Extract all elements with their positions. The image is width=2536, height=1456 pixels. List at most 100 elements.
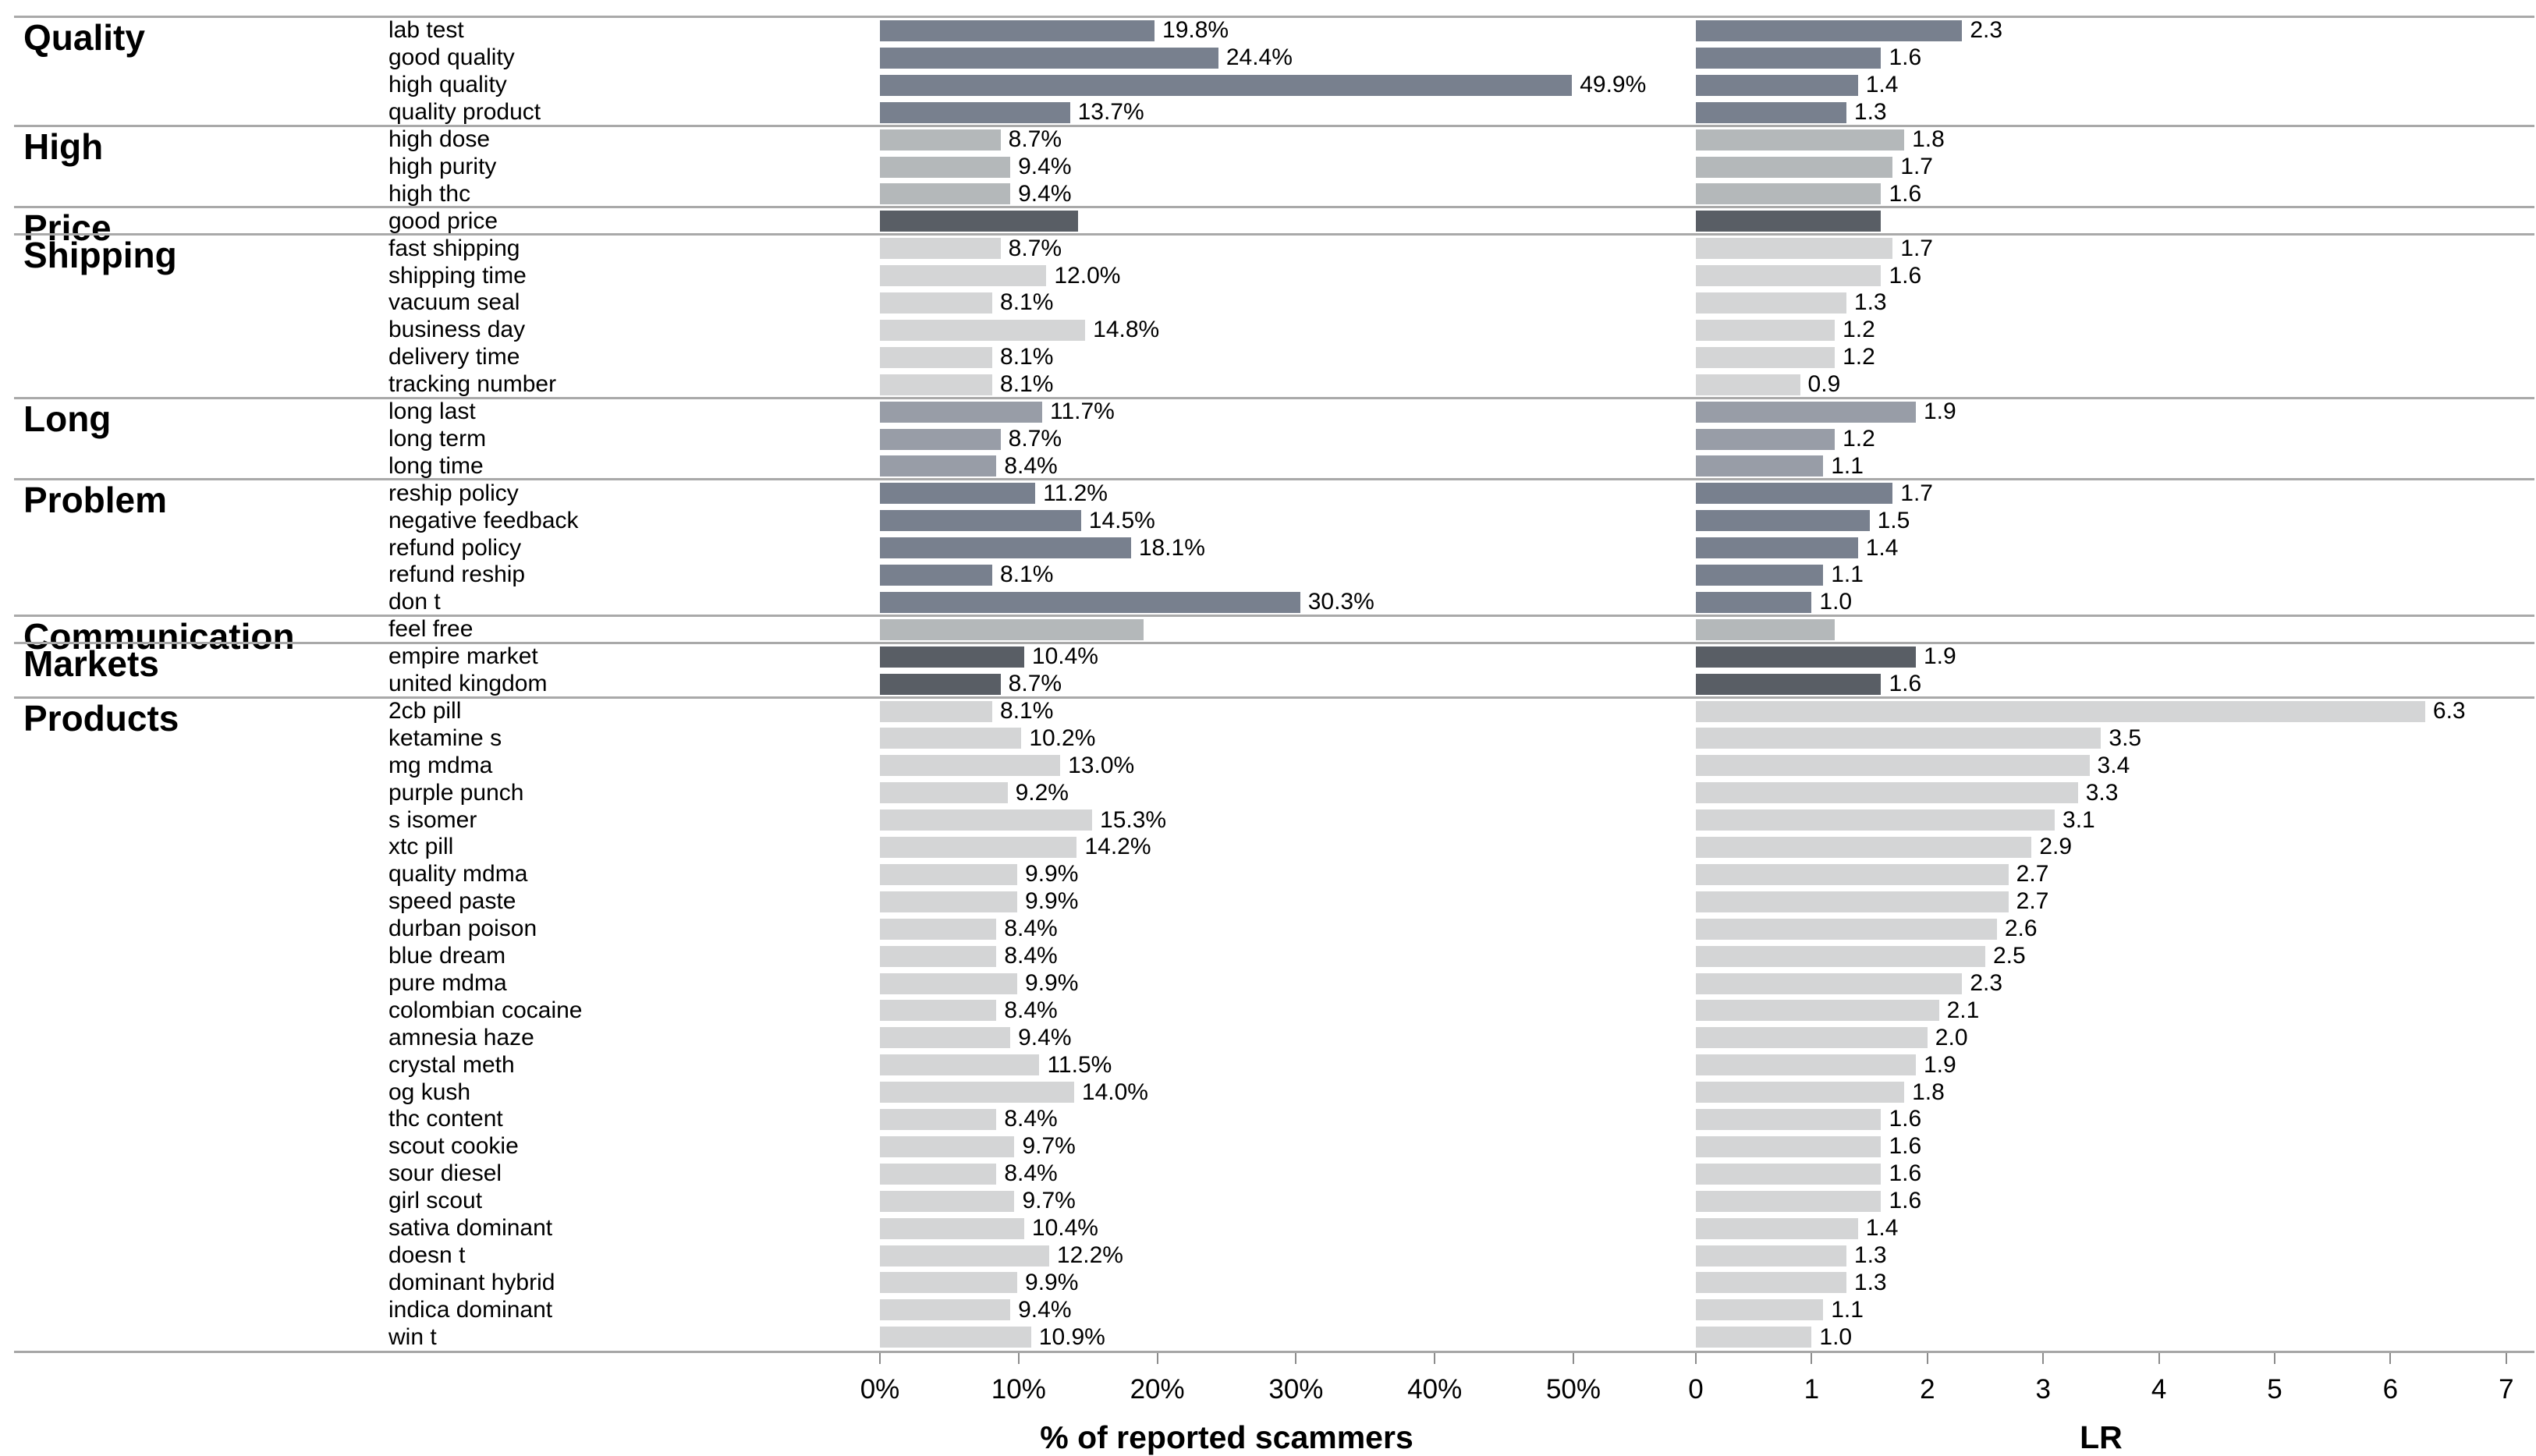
item-label: durban poison: [388, 916, 537, 942]
item-label: amnesia haze: [388, 1024, 534, 1050]
lr-value-label: 1.2: [1843, 425, 1875, 452]
lr-value-label: 1.1: [1831, 452, 1864, 479]
lr-value-label: 1.7: [1900, 235, 1933, 261]
pct-bar: [880, 537, 1131, 559]
item-label: delivery time: [388, 344, 520, 370]
lr-bar: [1696, 156, 1893, 178]
pct-value-label: 11.2%: [1043, 480, 1108, 506]
lr-bar: [1696, 1109, 1882, 1130]
pct-value-label: 9.9%: [1025, 861, 1079, 887]
x-axis-tick: [1573, 1353, 1574, 1365]
lr-bar: [1696, 374, 1800, 395]
lr-value-label: 3.3: [2085, 779, 2119, 806]
pct-value-label: 12.0%: [1054, 262, 1121, 289]
pct-bar: [880, 319, 1086, 341]
pct-bar: [880, 20, 1155, 41]
lr-value-label: 1.4: [1865, 72, 1899, 98]
x-axis-tick: [2389, 1353, 2392, 1365]
lr-bar: [1696, 346, 1835, 368]
lr-value-label: 1.6: [1889, 1160, 1922, 1187]
pct-bar: [880, 618, 1144, 640]
group-separator-line: [14, 16, 2534, 18]
group-separator-line: [14, 641, 2534, 644]
lr-bar: [1696, 809, 2055, 831]
lr-value-label: 6.3: [2432, 697, 2466, 724]
lr-value-label: 2.9: [2039, 834, 2073, 860]
pct-bar: [880, 1190, 1015, 1212]
lr-bar: [1696, 755, 2090, 777]
item-label: ketamine s: [388, 724, 502, 751]
pct-value-label: 11.5%: [1047, 1051, 1112, 1078]
group-label: Markets: [23, 643, 159, 684]
x-axis-tick: [1156, 1353, 1158, 1365]
lr-value-label: 2.7: [2016, 861, 2049, 887]
pct-value-label: 8.1%: [1000, 344, 1054, 370]
pct-bar: [880, 74, 1573, 96]
lr-value-label: 1.9: [1923, 643, 1956, 670]
pct-value-label: 8.4%: [1004, 1106, 1058, 1132]
pct-value-label: 10.2%: [1029, 724, 1096, 751]
item-label: good price: [388, 207, 498, 234]
item-label: lab test: [388, 17, 464, 44]
pct-value-label: 9.7%: [1022, 1188, 1076, 1214]
pct-bar: [880, 455, 997, 477]
lr-bar: [1696, 510, 1870, 532]
x-axis-tick: [2158, 1353, 2160, 1365]
pct-bar: [880, 809, 1093, 831]
group-label: Communication: [23, 615, 295, 657]
x-axis-tick: [1695, 1353, 1697, 1365]
item-label: refund policy: [388, 534, 522, 561]
x-axis-tick: [2274, 1353, 2275, 1365]
x-axis-tick-label: 0: [1688, 1374, 1704, 1405]
lr-bar: [1696, 618, 1835, 640]
pct-bar: [880, 891, 1018, 912]
pct-value-label: 14.2%: [1084, 834, 1151, 860]
item-label: high quality: [388, 72, 507, 98]
pct-bar: [880, 156, 1011, 178]
lr-value-label: 1.7: [1900, 153, 1933, 179]
x-axis-tick: [1811, 1353, 1813, 1365]
pct-bar: [880, 673, 1001, 695]
pct-bar: [880, 1245, 1049, 1266]
x-axis-tick-label: 20%: [1130, 1374, 1185, 1405]
item-label: 2cb pill: [388, 697, 462, 724]
item-label: pure mdma: [388, 969, 507, 996]
group-separator-line: [14, 396, 2534, 399]
pct-bar: [880, 483, 1036, 505]
lr-bar: [1696, 1217, 1858, 1239]
item-label: mg mdma: [388, 752, 493, 778]
pct-value-label: 9.9%: [1025, 1269, 1079, 1295]
pct-value-label: 10.4%: [1031, 1215, 1098, 1242]
x-axis-tick-label: 30%: [1268, 1374, 1324, 1405]
lr-value-label: 3.4: [2097, 752, 2130, 778]
pct-value-label: 8.4%: [1004, 452, 1058, 479]
item-label: don t: [388, 589, 441, 615]
pct-value-label: 9.2%: [1015, 779, 1069, 806]
lr-bar: [1696, 945, 1985, 967]
lr-value-label: 1.9: [1923, 399, 1956, 425]
pct-value-label: 8.4%: [1004, 1160, 1058, 1187]
lr-bar: [1696, 891, 2009, 912]
x-axis-tick-label: 10%: [991, 1374, 1046, 1405]
item-label: speed paste: [388, 888, 516, 915]
x-axis-tick-label: 7: [2499, 1374, 2514, 1405]
x-axis-tick-label: 4: [2151, 1374, 2167, 1405]
x-axis-tick: [1017, 1353, 1020, 1365]
pct-bar: [880, 1272, 1018, 1294]
lr-value-label: 1.6: [1889, 1133, 1922, 1160]
pct-value-label: 9.4%: [1018, 1296, 1072, 1323]
lr-bar: [1696, 1245, 1846, 1266]
x-axis-tick-label: 1: [1804, 1374, 1820, 1405]
lr-bar: [1696, 238, 1893, 260]
x-axis-tick: [1926, 1353, 1928, 1365]
item-label: business day: [388, 317, 526, 343]
lr-bar: [1696, 1000, 1939, 1022]
lr-value-label: 1.2: [1843, 317, 1875, 343]
pct-value-label: 13.0%: [1068, 752, 1135, 778]
lr-value-label: 1.6: [1889, 262, 1922, 289]
item-label: high thc: [388, 180, 471, 207]
pct-bar: [880, 565, 993, 586]
x-axis-tick: [1434, 1353, 1436, 1365]
pct-bar: [880, 401, 1043, 423]
